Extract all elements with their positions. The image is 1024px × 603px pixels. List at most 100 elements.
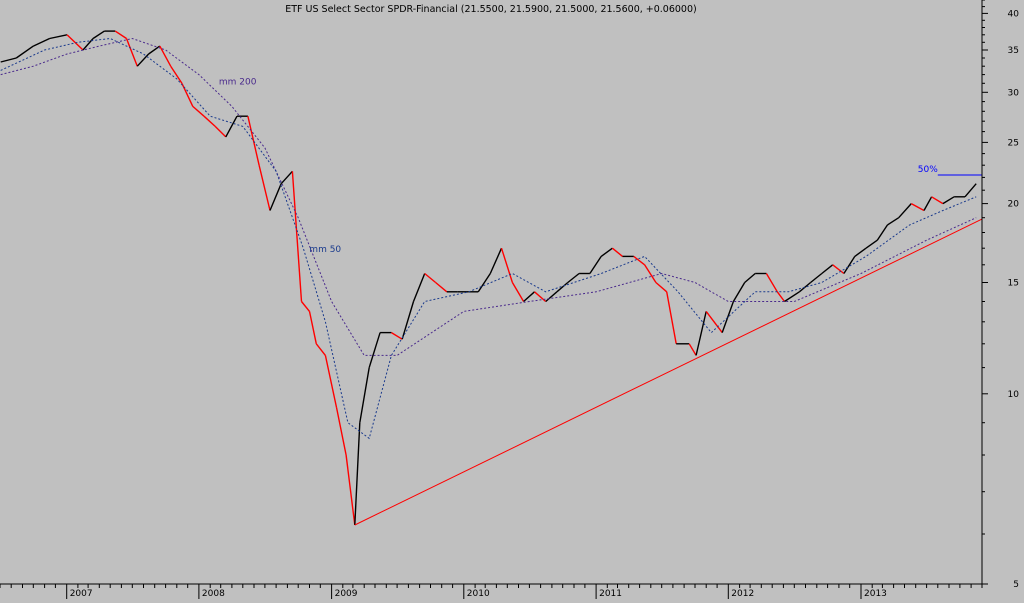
price-segment [556,281,569,293]
price-segment [308,311,317,344]
price-segment [203,115,216,127]
price-segment [269,183,282,211]
y-tick-label: 5 [1013,580,1019,590]
price-segment [192,105,205,117]
price-segment [923,196,933,211]
price-segment [148,45,161,55]
price-segment [523,291,535,303]
price-segment [865,239,878,249]
price-segment [688,343,697,356]
price-segment [125,38,138,67]
moving-average-50-line [0,37,977,440]
y-tick-label: 10 [1008,390,1020,400]
moving-average-200-line [0,37,977,356]
price-segment [589,256,602,274]
price-segment [15,45,34,59]
price-segment [324,355,338,409]
y-tick-label: 15 [1008,279,1019,289]
price-segment [798,281,812,293]
price-segment [401,301,415,340]
price-segment [391,332,403,340]
price-segment [776,291,786,302]
price-segment [500,247,514,283]
price-segment [66,34,84,51]
price-segment [489,247,503,274]
price-segment [567,272,580,284]
y-tick-label: 30 [1008,88,1020,98]
x-tick-label: 2008 [202,589,225,599]
moving-average-200-label: mm 200 [219,78,257,88]
y-axis: 40 35 30 25 20 15 10 5 [982,0,1019,590]
price-segment [170,65,183,84]
price-segment [225,115,238,138]
price-segment [843,256,856,274]
price-segment [435,281,448,293]
price-segment [424,272,437,284]
y-tick-label: 25 [1008,138,1019,148]
y-tick-label: 40 [1008,9,1020,19]
support-trendline-line [354,218,983,526]
chart-title: ETF US Select Sector SPDR-Financial (21.… [285,4,696,15]
y-tick-label: 20 [1008,200,1020,210]
price-segment [335,407,347,456]
price-segment [876,224,888,241]
x-tick-label: 2007 [70,589,93,599]
x-tick-label: 2011 [599,589,622,599]
price-segment [280,170,293,185]
price-segment [545,291,558,303]
price-segment [810,272,823,284]
price-segment [931,196,944,205]
price-segment [300,301,311,312]
price-segment [832,264,845,275]
price-segment [784,291,800,303]
price-segment [705,310,723,334]
price-segment [644,264,657,283]
price-segment [964,183,977,198]
x-tick-label: 2012 [731,589,754,599]
price-segment [732,282,746,302]
price-segment [821,264,834,275]
price-segment [721,301,735,333]
price-segment [611,247,623,257]
x-tick-label: 2013 [864,589,887,599]
price-segment [258,165,271,211]
price-segment [600,247,613,257]
price-segment [136,53,150,67]
price-segment [368,332,381,368]
moving-average-50-label: mm 50 [309,245,341,255]
price-segment [49,34,68,40]
price-segment [854,247,867,257]
price-segment [477,273,491,293]
y-tick-label: 35 [1008,46,1019,56]
price-segment [92,30,105,40]
price-segment [159,45,172,67]
price-segment [633,255,646,266]
series-layer [0,30,983,526]
price-segment [0,57,17,63]
x-tick-label: 2010 [467,589,490,599]
price-segment [359,367,370,423]
price-segment [898,203,912,219]
price-segment [354,422,361,526]
price-segment [910,202,925,212]
price-segment [412,273,426,302]
price-segment [765,273,778,293]
price-segment [511,282,525,302]
price-segment [214,125,227,138]
price-segment [114,30,127,40]
price-segment [33,37,50,47]
price-segment [695,311,707,356]
price-segment [666,291,677,344]
annotation-layer: mm 200 mm 50 50% [219,78,938,256]
price-segment [247,116,260,166]
price-segment [942,196,955,205]
plot-background [0,0,982,584]
price-segment [744,272,756,284]
x-axis: 2007 2008 2009 2010 2011 2012 2013 [0,584,983,599]
x-tick-label: 2009 [335,589,358,599]
price-segment [655,281,668,293]
price-segment [887,217,900,226]
target-line-label: 50% [918,165,938,175]
